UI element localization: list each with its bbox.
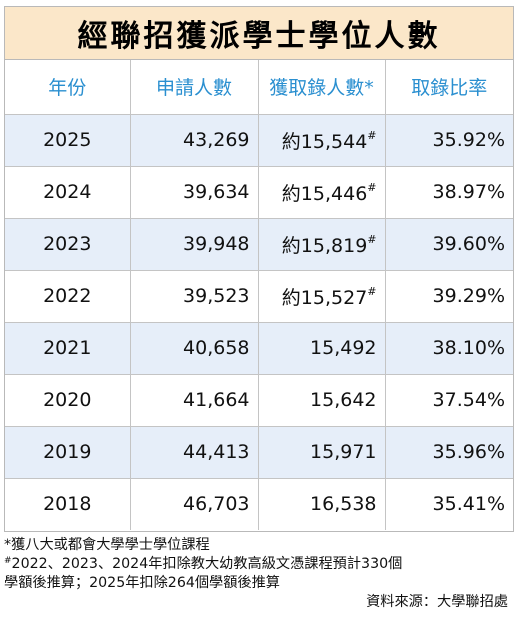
rate-cell: 35.41%	[384, 477, 513, 530]
applicants-cell: 39,948	[129, 217, 259, 271]
applicants-cell: 40,658	[129, 321, 259, 375]
admissions-table: 年份 申請人數 獲取錄人數* 取錄比率 2025 43,269 約15,544#…	[5, 60, 513, 530]
table-row: 2022 39,523 約15,527# 39.29%	[5, 269, 513, 323]
admitted-cell: 約15,544#	[257, 113, 386, 167]
footnotes: *獲八大或都會大學學士學位課程 #2022、2023、2024年扣除教大幼教高級…	[4, 536, 514, 612]
applicants-cell: 46,703	[129, 477, 259, 530]
year-cell: 2021	[5, 321, 131, 375]
applicants-cell: 39,634	[129, 165, 259, 219]
year-cell: 2019	[5, 425, 131, 479]
admitted-cell: 16,538	[257, 477, 386, 530]
admitted-cell: 15,642	[257, 373, 386, 427]
table-row: 2024 39,634 約15,446# 38.97%	[5, 165, 513, 219]
table-row: 2023 39,948 約15,819# 39.60%	[5, 217, 513, 271]
year-cell: 2018	[5, 477, 131, 530]
footnote-hash-line1: #2022、2023、2024年扣除教大幼教高級文憑課程預計330個	[4, 555, 514, 574]
admitted-value: 約15,544	[281, 130, 368, 153]
applicants-cell: 39,523	[129, 269, 259, 323]
column-header-year: 年份	[5, 60, 131, 115]
title-bar: 經聯招獲派學士學位人數	[5, 7, 513, 60]
year-cell: 2025	[5, 113, 131, 167]
source-credit: 資料來源：大學聯招處	[366, 594, 508, 610]
rate-cell: 39.29%	[384, 269, 513, 323]
estimate-mark: #	[367, 284, 377, 298]
applicants-cell: 43,269	[129, 113, 259, 167]
footnote-hash-line2: 學額後推算；2025年扣除264個學額後推算	[4, 575, 280, 591]
admitted-cell: 15,971	[257, 425, 386, 479]
year-cell: 2023	[5, 217, 131, 271]
table-title: 經聯招獲派學士學位人數	[77, 19, 441, 54]
admissions-table-card: 經聯招獲派學士學位人數 年份 申請人數 獲取錄人數* 取錄比率 2025 43,…	[4, 6, 514, 532]
table-row: 2021 40,658 15,492 38.10%	[5, 321, 513, 375]
rate-cell: 39.60%	[384, 217, 513, 271]
rate-cell: 38.97%	[384, 165, 513, 219]
year-cell: 2024	[5, 165, 131, 219]
rate-cell: 35.96%	[384, 425, 513, 479]
year-cell: 2022	[5, 269, 131, 323]
rate-cell: 38.10%	[384, 321, 513, 375]
admitted-value: 約15,819	[281, 234, 368, 257]
footnote-asterisk: *獲八大或都會大學學士學位課程	[4, 537, 210, 553]
applicants-cell: 41,664	[129, 373, 259, 427]
year-cell: 2020	[5, 373, 131, 427]
admitted-value: 約15,527	[281, 286, 368, 309]
column-header-admitted: 獲取錄人數*	[257, 60, 386, 115]
table-row: 2025 43,269 約15,544# 35.92%	[5, 113, 513, 167]
applicants-cell: 44,413	[129, 425, 259, 479]
estimate-mark: #	[367, 180, 377, 194]
footnote-hash-text: 2022、2023、2024年扣除教大幼教高級文憑課程預計330個	[11, 556, 403, 572]
estimate-mark: #	[367, 232, 377, 246]
rate-cell: 37.54%	[384, 373, 513, 427]
rate-cell: 35.92%	[384, 113, 513, 167]
admitted-cell: 約15,819#	[257, 217, 386, 271]
column-header-rate: 取錄比率	[384, 60, 513, 115]
table-row: 2019 44,413 15,971 35.96%	[5, 425, 513, 479]
table-row: 2020 41,664 15,642 37.54%	[5, 373, 513, 427]
footnote-hash-mark: #	[4, 556, 12, 566]
column-header-applicants: 申請人數	[129, 60, 259, 115]
admitted-cell: 約15,446#	[257, 165, 386, 219]
header-row: 年份 申請人數 獲取錄人數* 取錄比率	[5, 60, 513, 115]
estimate-mark: #	[367, 128, 377, 142]
admitted-cell: 約15,527#	[257, 269, 386, 323]
table-row: 2018 46,703 16,538 35.41%	[5, 477, 513, 530]
admitted-value: 約15,446	[281, 182, 368, 205]
admitted-cell: 15,492	[257, 321, 386, 375]
